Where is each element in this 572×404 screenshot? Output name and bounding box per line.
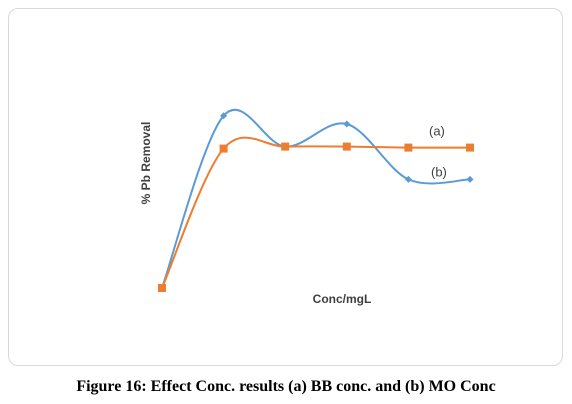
- series-layer: [158, 108, 474, 292]
- data-point-a-2: [219, 144, 228, 153]
- series-line-a: [161, 136, 471, 289]
- label-layer: % Pb Removal Conc/mgL (b) (a): [139, 122, 447, 306]
- chart-area: % Pb Removal Conc/mgL (b) (a): [8, 8, 563, 366]
- data-point-a-3: [281, 142, 290, 151]
- figure-caption: Figure 16: Effect Conc. results (a) BB c…: [76, 378, 496, 395]
- line-chart: % Pb Removal Conc/mgL (b) (a): [139, 108, 474, 306]
- series-annotation-a: (a): [429, 124, 445, 139]
- data-point-b-4: [343, 120, 351, 128]
- x-axis-label: Conc/mgL: [313, 292, 372, 306]
- series-line-b: [161, 108, 471, 289]
- y-axis-label: % Pb Removal: [139, 122, 153, 205]
- data-point-a-4: [342, 142, 351, 151]
- series-annotation-b: (b): [431, 164, 447, 179]
- data-point-a-1: [158, 284, 166, 292]
- data-point-b-2: [220, 112, 228, 120]
- data-point-b-5: [404, 175, 412, 183]
- data-point-b-6: [466, 175, 474, 183]
- data-point-a-5: [404, 143, 413, 152]
- data-point-a-6: [466, 143, 474, 152]
